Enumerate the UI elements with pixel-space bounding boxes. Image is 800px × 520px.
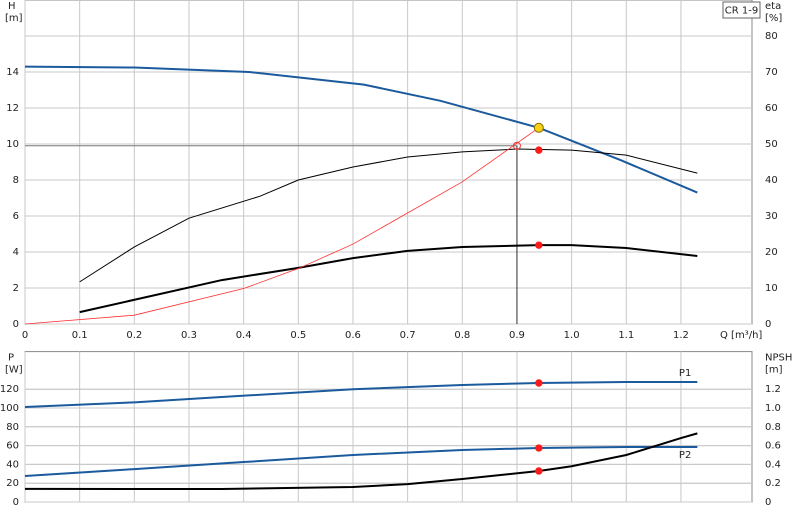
y2-tick-label: 20 xyxy=(765,247,778,258)
y2-tick-label: 80 xyxy=(765,31,778,42)
annotation-box xyxy=(722,1,761,19)
y-tick-label: 10 xyxy=(6,139,19,150)
series-line xyxy=(79,148,698,283)
y-axis-title: H xyxy=(8,1,16,12)
duty-point xyxy=(533,122,544,133)
series-label: P1 xyxy=(679,368,691,379)
y-tick-label: 6 xyxy=(13,211,19,222)
y2-tick-label: 0.6 xyxy=(765,441,781,452)
y2-tick-label: 50 xyxy=(765,139,778,150)
series-label: P2 xyxy=(679,450,691,461)
series-line xyxy=(24,446,698,477)
y2-tick-label: 0 xyxy=(765,319,771,330)
x-tick-label: 0 xyxy=(22,330,28,341)
x-axis-title: Q [m³/h] xyxy=(720,330,762,341)
y2-tick-label: 0 xyxy=(765,497,771,508)
y-tick-label: 40 xyxy=(6,459,19,470)
series-line xyxy=(24,65,698,194)
x-tick-label: 0.2 xyxy=(126,330,142,341)
duty-point xyxy=(535,379,543,387)
x-tick-label: 0.1 xyxy=(72,330,88,341)
x-tick-label: 1.0 xyxy=(564,330,580,341)
x-tick-label: 0.5 xyxy=(290,330,306,341)
y-tick-label: 0 xyxy=(13,319,19,330)
x-tick-label: 0.8 xyxy=(454,330,470,341)
x-tick-label: 0.4 xyxy=(236,330,252,341)
y-tick-label: 120 xyxy=(0,384,19,395)
x-tick-label: 1.1 xyxy=(618,330,634,341)
series-line xyxy=(24,432,698,491)
y2-axis-unit: [m] xyxy=(765,365,783,376)
x-tick-label: 1.2 xyxy=(673,330,689,341)
y2-tick-label: 60 xyxy=(765,103,778,114)
y2-axis-title: NPSH xyxy=(765,353,792,364)
y-tick-label: 8 xyxy=(13,175,19,186)
y-axis-unit: [W] xyxy=(5,365,23,376)
annotation: CR 1-9 xyxy=(725,6,758,17)
x-tick-label: 0.3 xyxy=(181,330,197,341)
y2-tick-label: 70 xyxy=(765,67,778,78)
series-line xyxy=(24,380,698,409)
y-tick-label: 100 xyxy=(0,403,19,414)
y2-axis-title: eta xyxy=(765,1,781,12)
y-tick-label: 60 xyxy=(6,441,19,452)
y2-tick-label: 0.4 xyxy=(765,459,781,470)
reference-point xyxy=(512,141,521,150)
x-tick-label: 0.9 xyxy=(509,330,525,341)
y-tick-label: 2 xyxy=(13,283,19,294)
y2-tick-label: 10 xyxy=(765,283,778,294)
y-axis-title: P xyxy=(8,353,14,364)
series-line xyxy=(79,244,698,314)
y2-tick-label: 0.2 xyxy=(765,478,781,489)
y-tick-label: 20 xyxy=(6,478,19,489)
y2-tick-label: 40 xyxy=(765,175,778,186)
y2-tick-label: 0.8 xyxy=(765,422,781,433)
y2-tick-label: 1.2 xyxy=(765,384,781,395)
duty-point xyxy=(535,467,543,475)
y2-tick-label: 1.0 xyxy=(765,403,781,414)
y-tick-label: 12 xyxy=(6,103,19,114)
series-line xyxy=(24,127,540,325)
duty-point xyxy=(535,146,543,154)
y-tick-label: 14 xyxy=(6,67,19,78)
x-tick-label: 0.7 xyxy=(400,330,416,341)
duty-point xyxy=(535,444,543,452)
y-axis-unit: [m] xyxy=(5,13,23,24)
duty-point xyxy=(535,241,543,249)
y-tick-label: 0 xyxy=(13,497,19,508)
y2-axis-unit: [%] xyxy=(765,13,782,24)
y-tick-label: 80 xyxy=(6,422,19,433)
y-tick-label: 4 xyxy=(13,247,19,258)
x-tick-label: 0.6 xyxy=(345,330,361,341)
y2-tick-label: 30 xyxy=(765,211,778,222)
